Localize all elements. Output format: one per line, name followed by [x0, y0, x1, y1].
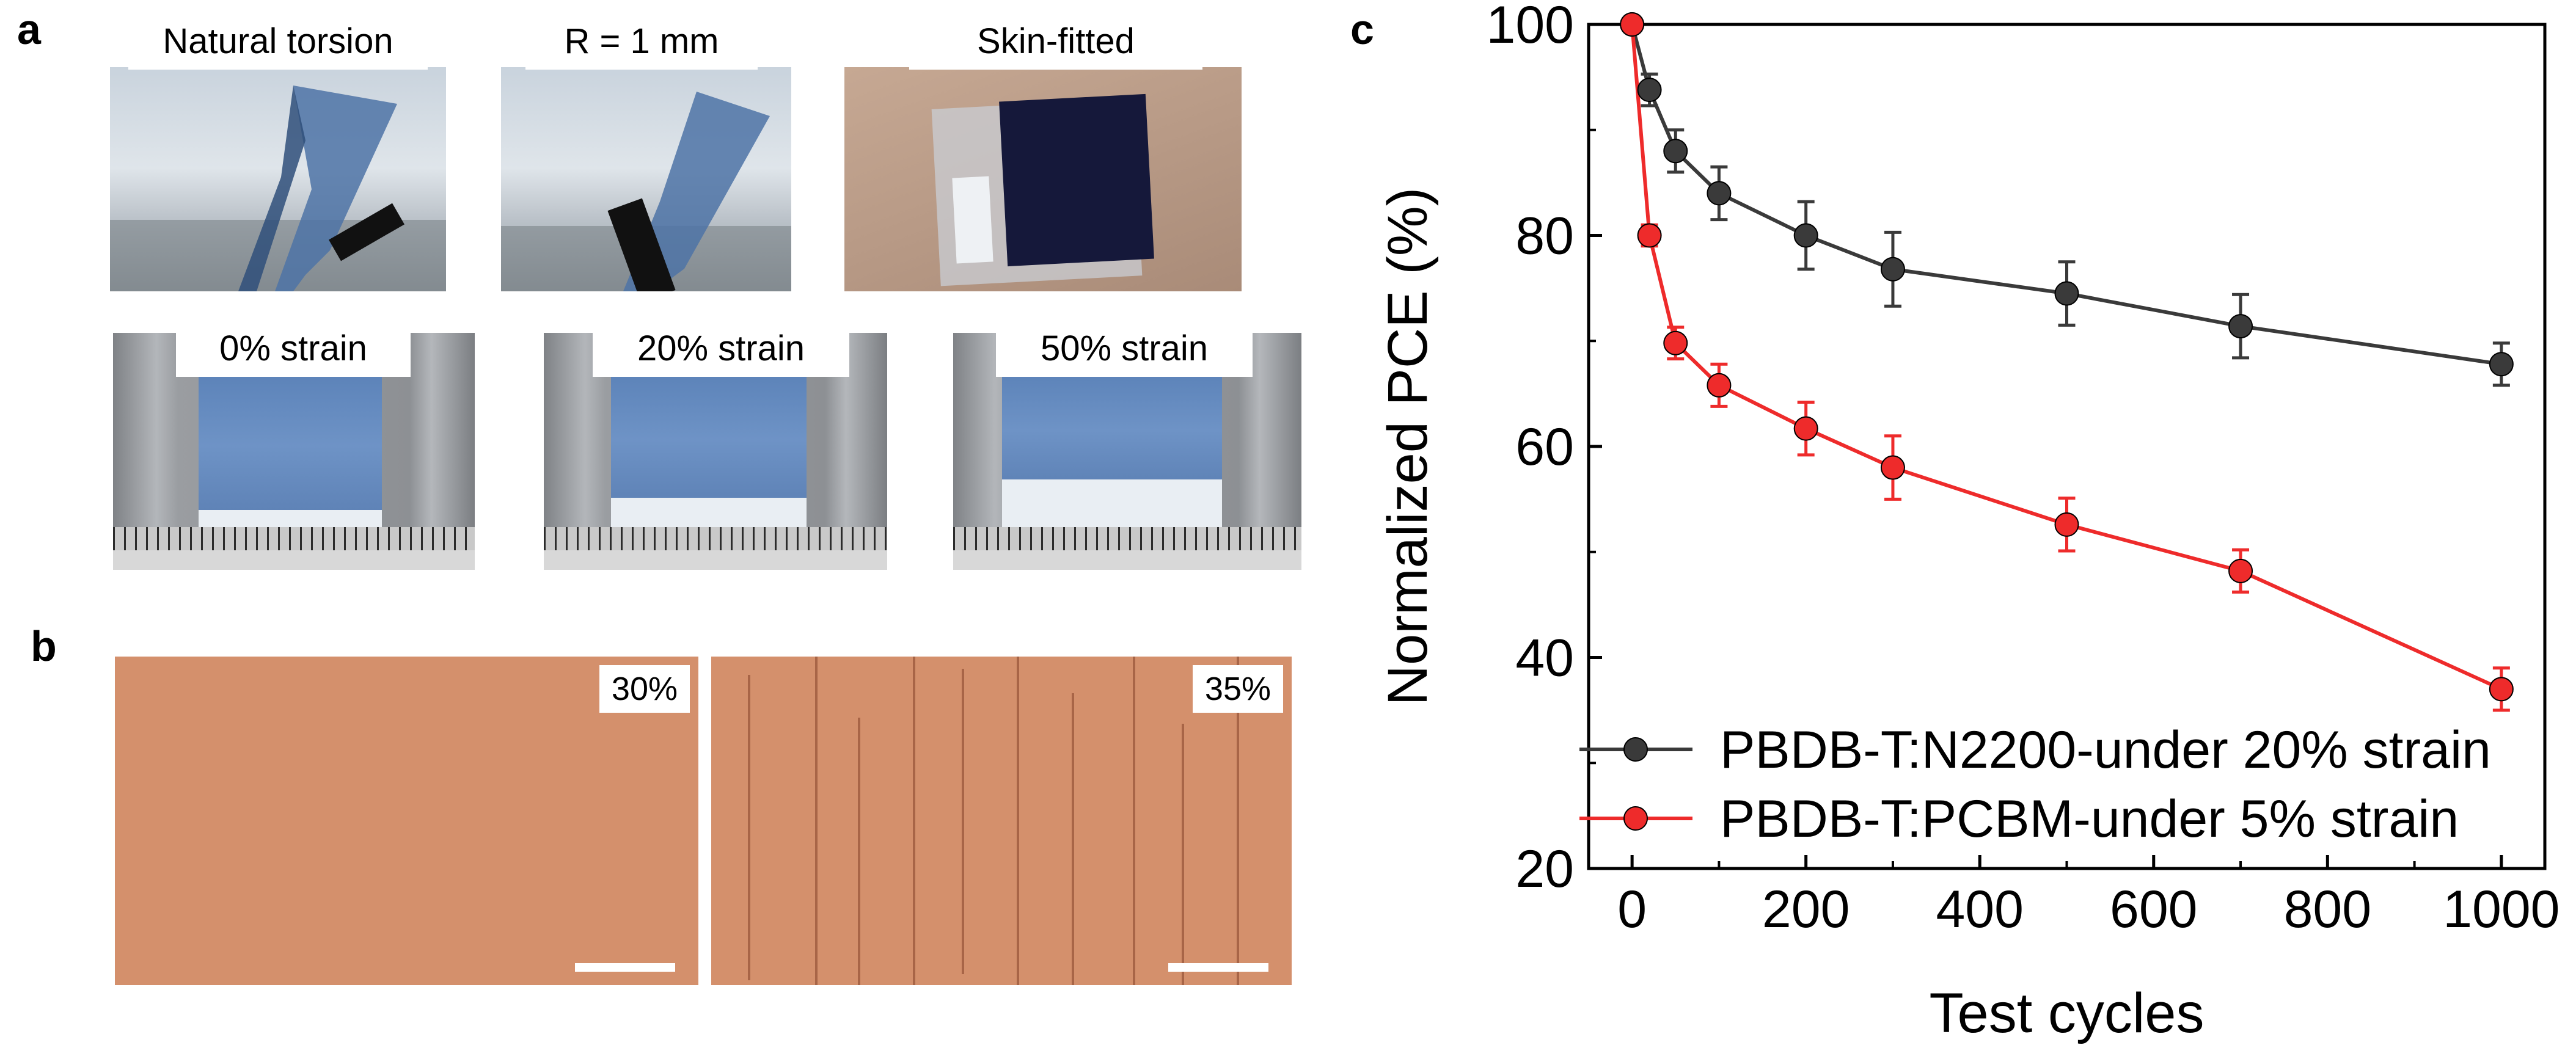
photo-skin-fitted: [844, 67, 1242, 291]
twisted-film-graphic: [110, 86, 446, 291]
plot-frame: [1587, 23, 2547, 870]
scale-bar: [1168, 963, 1268, 972]
crack: [1237, 657, 1239, 985]
y-tick-label: 40: [1515, 629, 1574, 688]
legend-label-1: PBDB-T:PCBM-under 5% strain: [1720, 790, 2459, 848]
crack: [1017, 657, 1019, 985]
data-point-1: [1620, 12, 1645, 37]
data-point-1: [1880, 455, 1905, 480]
x-axis-label: Test cycles: [1930, 982, 2205, 1044]
y-axis-label: Normalized PCE (%): [1377, 188, 1439, 706]
series-line-0: [1630, 24, 2502, 366]
data-point-0: [1663, 139, 1688, 164]
micrograph-35: 35%: [711, 657, 1292, 985]
crack: [962, 669, 964, 974]
film-50-bottom: [1002, 479, 1222, 534]
data-point-0: [2228, 314, 2253, 339]
crack: [1072, 693, 1074, 985]
panel-c-letter: c: [1350, 5, 1374, 53]
data-point-0: [1793, 223, 1818, 248]
label-bend-radius: R = 1 mm: [525, 13, 758, 70]
micrograph-30: 30%: [115, 657, 698, 985]
x-tick-label: 1000: [2443, 880, 2560, 939]
ruler-strip: [544, 550, 887, 570]
crack: [913, 657, 915, 985]
crack: [748, 675, 750, 980]
micrograph-35-label: 35%: [1192, 665, 1283, 713]
crack: [1182, 724, 1184, 985]
data-point-1: [1663, 330, 1688, 355]
crack: [858, 718, 860, 985]
data-point-1: [1707, 373, 1732, 398]
micrograph-30-label: 30%: [599, 665, 690, 713]
photo-natural-torsion: [110, 67, 446, 291]
y-tick-label: 60: [1515, 418, 1574, 476]
data-point-1: [1793, 416, 1818, 441]
photo-strain-0: [113, 333, 475, 570]
data-point-1: [2228, 558, 2253, 583]
legend-marker-0: [1623, 737, 1648, 762]
data-point-1: [2054, 512, 2079, 537]
series-line-1: [1630, 24, 2503, 691]
legend-label-0: PBDB-T:N2200-under 20% strain: [1720, 721, 2491, 779]
label-strain-50: 50% strain: [996, 321, 1253, 377]
y-tick-label: 20: [1515, 840, 1574, 898]
film-0: [199, 370, 382, 522]
data-point-0: [2489, 352, 2514, 377]
data-point-1: [2489, 677, 2514, 702]
panel-b-letter: b: [31, 622, 57, 670]
x-tick-label: 600: [2110, 880, 2198, 939]
label-strain-0: 0% strain: [176, 321, 411, 377]
data-point-1: [1637, 223, 1662, 248]
y-tick-label: 100: [1487, 0, 1575, 54]
x-tick-label: 200: [1762, 880, 1850, 939]
data-point-0: [2054, 281, 2079, 306]
skin-device-graphic: [931, 93, 1154, 286]
legend-marker-1: [1623, 806, 1648, 831]
data-point-0: [1637, 78, 1662, 103]
panel-a-letter: a: [17, 5, 41, 53]
film-50: [1002, 370, 1222, 492]
bent-film-graphic: [501, 92, 791, 291]
film-20: [611, 370, 807, 510]
ruler-strip: [113, 550, 475, 570]
data-point-0: [1707, 181, 1732, 206]
data-point-0: [1880, 257, 1905, 282]
ruler-strip: [953, 550, 1301, 570]
label-skin-fitted: Skin-fitted: [909, 13, 1202, 70]
x-tick-label: 0: [1617, 880, 1647, 939]
data-point-0: [1620, 12, 1645, 37]
x-tick-label: 400: [1936, 880, 2024, 939]
crack: [1133, 657, 1135, 985]
y-tick-label: 80: [1515, 207, 1574, 266]
crack: [815, 657, 818, 985]
photo-bend-radius: [501, 67, 791, 291]
label-natural-torsion: Natural torsion: [128, 13, 428, 70]
x-tick-label: 800: [2284, 880, 2372, 939]
label-strain-20: 20% strain: [593, 321, 849, 377]
scale-bar: [575, 963, 675, 972]
